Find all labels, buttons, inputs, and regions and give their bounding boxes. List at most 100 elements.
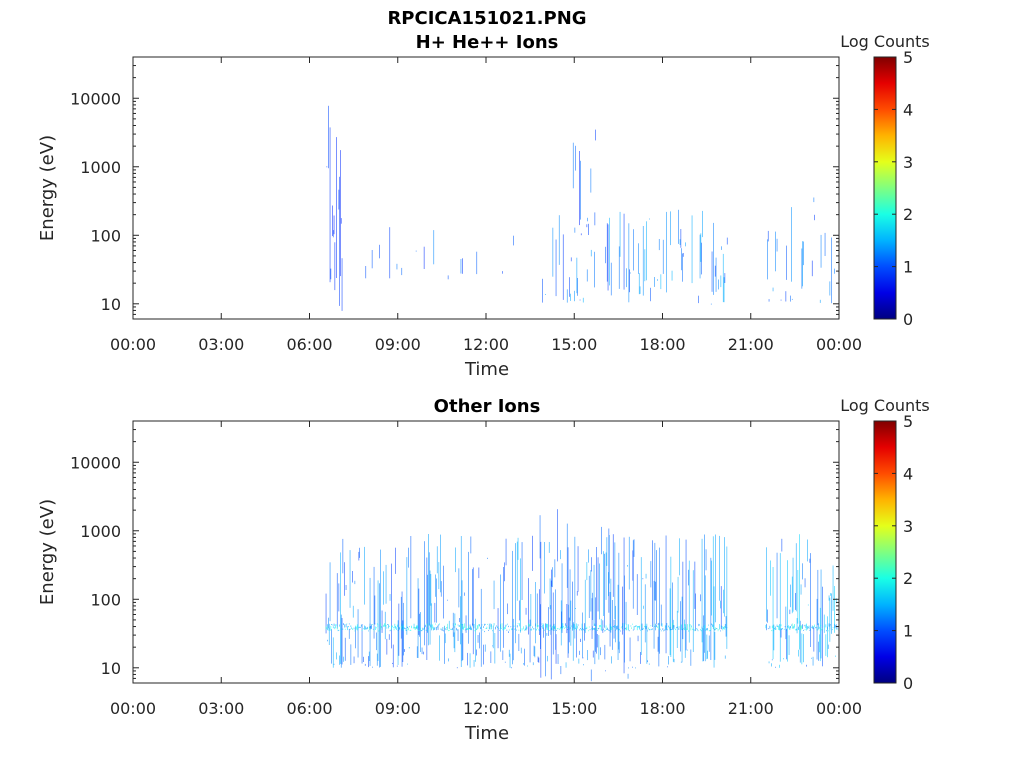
trace [338, 583, 340, 612]
trace [573, 624, 575, 630]
trace [342, 538, 344, 574]
trace [772, 567, 774, 660]
trace [714, 265, 716, 277]
trace [458, 625, 460, 627]
trace [555, 589, 556, 650]
trace [566, 604, 568, 634]
trace [809, 629, 811, 631]
trace [615, 605, 616, 643]
trace [714, 631, 716, 660]
trace [394, 623, 396, 629]
trace [715, 257, 717, 292]
trace [427, 630, 428, 632]
trace [593, 628, 595, 630]
colorbar-tick-label: 3 [903, 153, 913, 172]
trace [682, 629, 684, 630]
trace [345, 624, 347, 628]
trace [386, 638, 388, 655]
trace [720, 630, 721, 632]
trace [831, 593, 832, 634]
trace [364, 625, 365, 630]
x-tick-label: 21:00 [728, 335, 774, 354]
trace [712, 625, 714, 627]
trace [620, 627, 622, 629]
trace [671, 629, 672, 630]
trace [477, 625, 479, 629]
x-tick-label: 12:00 [463, 699, 509, 718]
trace [808, 625, 810, 629]
trace [330, 268, 332, 280]
axes-box [132, 56, 840, 320]
trace [836, 628, 838, 630]
trace [540, 627, 541, 630]
trace [597, 557, 599, 612]
trace [724, 537, 725, 617]
trace [537, 625, 539, 627]
trace [624, 575, 625, 663]
trace [654, 277, 655, 287]
trace [325, 626, 327, 630]
trace [381, 610, 383, 633]
trace [533, 628, 535, 630]
trace [504, 562, 505, 582]
trace [513, 235, 514, 246]
trace [423, 246, 425, 269]
trace [827, 630, 829, 632]
trace [713, 586, 715, 668]
trace [580, 629, 582, 631]
trace [772, 287, 774, 292]
trace [767, 609, 768, 623]
trace [724, 624, 726, 628]
trace [793, 625, 795, 630]
trace [682, 253, 684, 257]
panel-title: Other Ions [434, 396, 541, 417]
trace [779, 627, 781, 631]
trace [408, 626, 410, 628]
trace [587, 650, 588, 661]
trace [380, 623, 381, 630]
trace [490, 651, 492, 663]
trace [512, 623, 514, 625]
trace [339, 624, 340, 627]
trace [447, 623, 448, 631]
x-tick-label: 18:00 [639, 335, 685, 354]
trace [798, 626, 799, 630]
trace [367, 626, 368, 629]
trace [773, 626, 775, 631]
trace [669, 588, 671, 655]
trace [816, 627, 818, 631]
y-tick-label: 100 [90, 226, 121, 245]
trace [766, 623, 767, 631]
trace [595, 597, 596, 652]
trace [354, 630, 356, 632]
trace [422, 627, 424, 630]
figure-title: RPCICA151021.PNG [387, 8, 586, 29]
trace [664, 629, 665, 631]
y-axis: 10 100 1000 10000 [70, 56, 839, 320]
trace [373, 630, 375, 632]
trace [700, 629, 701, 631]
trace [813, 626, 815, 628]
trace [587, 217, 588, 222]
trace [799, 625, 800, 627]
trace [708, 635, 710, 652]
trace [791, 207, 792, 282]
trace [590, 168, 592, 193]
trace [564, 626, 566, 628]
trace [479, 632, 480, 649]
trace [797, 570, 799, 624]
trace [605, 552, 607, 600]
trace [419, 630, 420, 631]
trace [379, 583, 380, 668]
trace [464, 592, 465, 596]
trace [711, 560, 712, 616]
trace [504, 661, 506, 663]
trace [673, 625, 675, 628]
trace [719, 624, 720, 630]
trace [651, 628, 652, 631]
trace [831, 237, 832, 304]
trace [460, 596, 461, 645]
trace [672, 619, 674, 662]
trace [834, 586, 835, 633]
trace [537, 656, 539, 662]
